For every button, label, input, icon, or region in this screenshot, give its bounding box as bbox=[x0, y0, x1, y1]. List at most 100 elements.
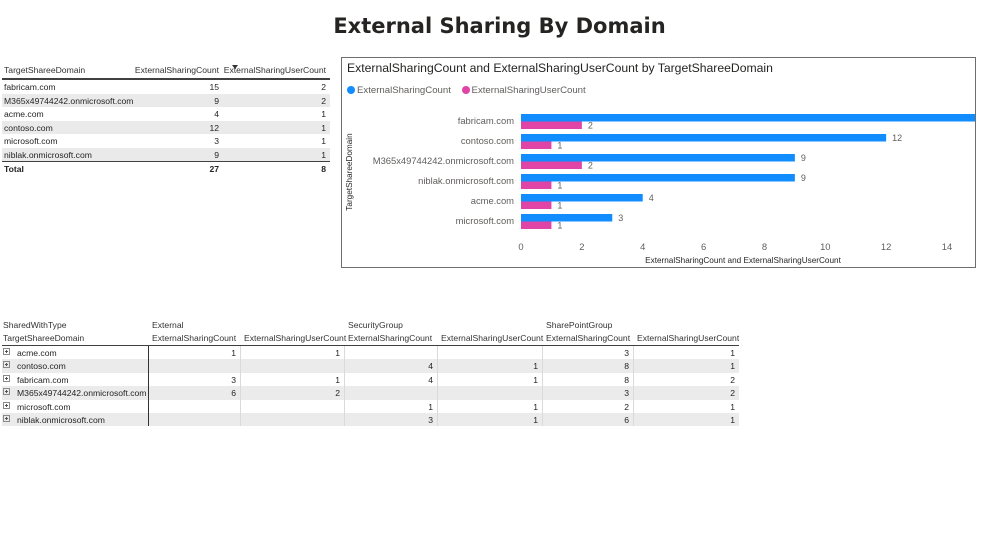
chart-title: ExternalSharingCount and ExternalSharing… bbox=[347, 61, 773, 75]
matrix-row-label: contoso.com bbox=[17, 361, 66, 372]
category-label: microsoft.com bbox=[456, 215, 515, 226]
bar[interactable] bbox=[521, 134, 887, 142]
category-label: acme.com bbox=[471, 195, 514, 206]
matrix-cell: 1 bbox=[730, 361, 735, 372]
table-row[interactable]: fabricam.com 15 2 bbox=[2, 80, 330, 94]
matrix-row[interactable]: fabricam.com 3 1 4 1 8 2 bbox=[2, 373, 739, 386]
matrix-cell: 1 bbox=[533, 414, 538, 425]
sort-descending-icon[interactable] bbox=[232, 65, 238, 69]
data-label: 1 bbox=[557, 201, 562, 211]
data-label: 2 bbox=[588, 161, 593, 171]
matrix-cell: 3 bbox=[428, 414, 433, 425]
x-tick-label: 14 bbox=[942, 241, 952, 252]
category-label: contoso.com bbox=[461, 135, 514, 146]
matrix-row[interactable]: niblak.onmicrosoft.com 3 1 6 1 bbox=[2, 412, 739, 427]
matrix-measure-header[interactable]: ExternalSharingCount bbox=[152, 333, 237, 343]
x-tick-label: 0 bbox=[518, 241, 523, 252]
expand-icon[interactable] bbox=[3, 401, 10, 409]
page-title: External Sharing By Domain bbox=[333, 14, 666, 38]
matrix-column-divider bbox=[240, 346, 241, 427]
cell-domain: microsoft.com bbox=[4, 136, 58, 146]
legend-dot-icon bbox=[347, 86, 355, 94]
table-row[interactable]: M365x49744242.onmicrosoft.com 9 2 bbox=[2, 93, 330, 107]
cell-user-count: 2 bbox=[321, 95, 326, 106]
matrix-cell: 2 bbox=[335, 388, 340, 399]
category-label: fabricam.com bbox=[458, 115, 514, 126]
matrix-measure-header[interactable]: ExternalSharingCount bbox=[546, 333, 631, 343]
matrix-cell: 1 bbox=[231, 348, 236, 358]
bar-chart-visual[interactable]: ExternalSharingCount and ExternalSharing… bbox=[341, 57, 976, 268]
chart-legend: ExternalSharingCount ExternalSharingUser… bbox=[347, 85, 594, 96]
matrix-measure-header[interactable]: ExternalSharingCount bbox=[348, 333, 433, 343]
matrix-group-header[interactable]: External bbox=[152, 320, 184, 330]
expand-icon[interactable] bbox=[3, 414, 10, 422]
cell-sharing-count: 4 bbox=[214, 109, 219, 119]
bar[interactable] bbox=[521, 174, 795, 182]
cell-user-count: 1 bbox=[321, 149, 326, 160]
bar[interactable] bbox=[521, 214, 613, 222]
expand-icon[interactable] bbox=[3, 374, 10, 382]
total-label: Total bbox=[4, 164, 24, 174]
legend-item-user-count[interactable]: ExternalSharingUserCount bbox=[461, 85, 586, 96]
cell-sharing-count: 15 bbox=[209, 82, 219, 92]
matrix-group-header[interactable]: SecurityGroup bbox=[348, 320, 403, 330]
total-sharing-count: 27 bbox=[209, 164, 219, 174]
x-tick-label: 2 bbox=[579, 241, 584, 252]
matrix-row-label: microsoft.com bbox=[17, 401, 71, 412]
legend-dot-icon bbox=[461, 86, 470, 94]
matrix-measure-header[interactable]: ExternalSharingUserCount bbox=[441, 333, 544, 343]
legend-item-sharing-count[interactable]: ExternalSharingCount bbox=[347, 85, 451, 96]
table-row[interactable]: acme.com 4 1 bbox=[2, 107, 330, 121]
matrix-row-field-header[interactable]: TargetShareeDomain bbox=[3, 333, 85, 343]
cell-domain: acme.com bbox=[4, 109, 44, 119]
bar[interactable] bbox=[521, 161, 582, 170]
x-tick-label: 8 bbox=[762, 241, 767, 252]
bar[interactable] bbox=[521, 141, 552, 150]
matrix-row-label: acme.com bbox=[17, 348, 57, 358]
data-label: 9 bbox=[801, 173, 806, 183]
bar[interactable] bbox=[521, 194, 643, 202]
matrix-cell: 2 bbox=[624, 401, 629, 412]
expand-icon[interactable] bbox=[3, 388, 10, 396]
column-header-domain[interactable]: TargetShareeDomain bbox=[4, 65, 86, 75]
matrix-column-divider bbox=[344, 346, 345, 427]
y-axis-title: TargetShareeDomain bbox=[345, 133, 354, 211]
cell-domain: niblak.onmicrosoft.com bbox=[4, 149, 92, 160]
matrix-row[interactable]: acme.com 1 1 3 1 bbox=[2, 346, 739, 359]
bar[interactable] bbox=[521, 221, 552, 230]
column-header-sharing-count[interactable]: ExternalSharingCount bbox=[134, 65, 219, 75]
matrix-cell: 8 bbox=[624, 361, 629, 372]
x-tick-label: 10 bbox=[820, 241, 830, 252]
matrix-measure-header[interactable]: ExternalSharingUserCount bbox=[244, 333, 347, 343]
matrix-cell: 1 bbox=[730, 401, 735, 412]
cell-domain: M365x49744242.onmicrosoft.com bbox=[4, 95, 134, 106]
bar[interactable] bbox=[521, 114, 975, 122]
matrix-cell: 8 bbox=[624, 374, 629, 385]
matrix-row-label: fabricam.com bbox=[17, 374, 69, 385]
matrix-row[interactable]: contoso.com 4 1 8 1 bbox=[2, 359, 739, 373]
expand-icon[interactable] bbox=[3, 348, 10, 355]
cell-sharing-count: 3 bbox=[214, 136, 219, 146]
matrix-group-header[interactable]: SharePointGroup bbox=[546, 320, 613, 330]
matrix-column-divider bbox=[437, 346, 438, 427]
matrix-cell: 4 bbox=[428, 361, 433, 372]
table-row[interactable]: microsoft.com 3 1 bbox=[2, 134, 330, 148]
matrix-cell: 1 bbox=[335, 348, 340, 358]
bar[interactable] bbox=[521, 181, 552, 190]
matrix-cell: 3 bbox=[231, 374, 236, 385]
matrix-cell: 2 bbox=[730, 388, 735, 399]
table-header: TargetShareeDomain ExternalSharingCount … bbox=[2, 62, 330, 80]
bar[interactable] bbox=[521, 201, 552, 210]
matrix-measure-header[interactable]: ExternalSharingUserCount bbox=[637, 333, 740, 343]
bar[interactable] bbox=[521, 121, 582, 130]
x-tick-label: 12 bbox=[881, 241, 891, 252]
matrix-row[interactable]: M365x49744242.onmicrosoft.com 6 2 3 2 bbox=[2, 386, 739, 400]
expand-icon[interactable] bbox=[3, 361, 10, 369]
table-row[interactable]: contoso.com 12 1 bbox=[2, 120, 330, 134]
matrix-cell: 1 bbox=[730, 414, 735, 425]
table-row[interactable]: niblak.onmicrosoft.com 9 1 bbox=[2, 147, 330, 161]
x-tick-label: 4 bbox=[640, 241, 645, 252]
column-header-user-count[interactable]: ExternalSharingUserCount bbox=[223, 65, 326, 75]
matrix-row[interactable]: microsoft.com 1 1 2 1 bbox=[2, 400, 739, 413]
bar[interactable] bbox=[521, 154, 795, 162]
